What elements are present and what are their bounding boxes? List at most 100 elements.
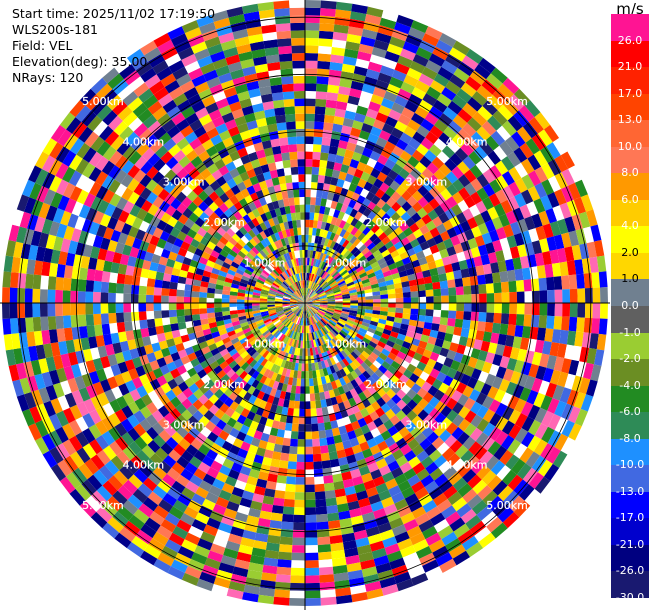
range-gate <box>533 150 548 167</box>
range-gate <box>293 227 298 236</box>
range-gate <box>327 405 335 415</box>
range-gate <box>481 511 498 527</box>
range-gate <box>219 192 230 203</box>
range-gate <box>69 451 85 468</box>
range-gate <box>408 93 423 107</box>
range-gate <box>482 183 496 197</box>
range-gate <box>547 398 560 414</box>
range-gate <box>349 388 358 398</box>
range-gate <box>333 162 343 172</box>
range-gate <box>470 246 481 258</box>
range-gate <box>121 160 135 174</box>
range-gate <box>380 430 392 441</box>
range-gate <box>342 384 350 393</box>
range-gate <box>507 151 521 167</box>
range-gate <box>311 307 318 312</box>
range-gate <box>457 393 469 407</box>
range-gate <box>370 337 380 345</box>
range-gate <box>173 336 183 346</box>
range-gate <box>309 378 314 387</box>
range-gate <box>188 383 199 394</box>
range-gate <box>373 299 381 303</box>
range-gate <box>231 352 241 361</box>
range-gate <box>271 284 279 290</box>
range-gate <box>360 235 370 245</box>
range-gate <box>140 161 153 175</box>
range-gate <box>471 91 488 106</box>
range-gate <box>282 303 290 306</box>
range-gate <box>373 178 384 189</box>
range-gate <box>291 306 299 310</box>
range-gate <box>282 299 290 302</box>
range-gate <box>267 123 278 133</box>
range-gate <box>224 322 233 329</box>
range-gate <box>173 499 188 513</box>
range-gate <box>171 480 186 494</box>
range-gate <box>252 208 261 218</box>
range-gate <box>271 451 282 461</box>
range-gate <box>95 171 109 186</box>
range-gate <box>163 181 176 194</box>
range-gate <box>408 499 423 513</box>
range-gate <box>551 262 562 277</box>
range-gate <box>391 102 405 114</box>
range-gate <box>492 322 501 334</box>
range-gate <box>354 220 363 230</box>
range-gate <box>293 292 300 299</box>
range-gate <box>346 319 355 325</box>
range-gate <box>19 377 32 395</box>
range-gate <box>351 420 361 431</box>
range-gate <box>449 439 463 453</box>
range-gate <box>460 240 471 252</box>
range-gate <box>279 390 287 400</box>
range-gate <box>63 365 75 381</box>
range-gate <box>419 355 430 365</box>
range-gate <box>298 416 305 425</box>
range-gate <box>133 169 147 183</box>
range-gate <box>318 45 332 55</box>
range-gate <box>311 316 317 324</box>
range-gate <box>560 151 575 169</box>
range-gate <box>235 344 244 352</box>
range-gate <box>161 545 178 560</box>
range-gate <box>135 365 146 377</box>
range-gate <box>156 357 167 368</box>
range-gate <box>531 213 543 229</box>
range-gate <box>542 367 554 383</box>
range-gate <box>267 202 275 212</box>
range-gate <box>305 575 320 584</box>
range-gate <box>360 275 369 282</box>
range-gate <box>41 218 53 235</box>
range-gate <box>501 292 510 303</box>
range-gate <box>316 288 324 295</box>
range-gate <box>287 268 293 276</box>
range-gate <box>244 364 253 374</box>
range-gate <box>90 136 105 152</box>
range-gate <box>519 255 530 269</box>
range-gate <box>487 150 502 165</box>
range-gate <box>292 323 297 332</box>
range-gate <box>305 298 312 303</box>
range-gate <box>246 569 263 580</box>
range-gate <box>84 458 99 475</box>
range-gate <box>187 393 198 405</box>
range-gate <box>175 191 187 203</box>
range-gate <box>275 307 283 311</box>
range-gate <box>289 303 298 305</box>
range-gate <box>180 224 191 235</box>
range-gate <box>505 381 518 396</box>
range-gate <box>256 525 270 535</box>
range-gate <box>404 262 414 271</box>
range-gate <box>308 309 312 317</box>
range-gate <box>325 264 332 273</box>
range-gate <box>426 431 439 444</box>
range-gate <box>138 503 154 518</box>
range-gate <box>324 490 336 499</box>
range-gate <box>425 461 439 475</box>
range-gate <box>359 154 370 165</box>
range-gate <box>325 398 333 407</box>
range-gate <box>107 376 119 390</box>
range-gate <box>176 289 185 297</box>
range-gate <box>282 335 288 344</box>
range-gate <box>398 168 410 180</box>
